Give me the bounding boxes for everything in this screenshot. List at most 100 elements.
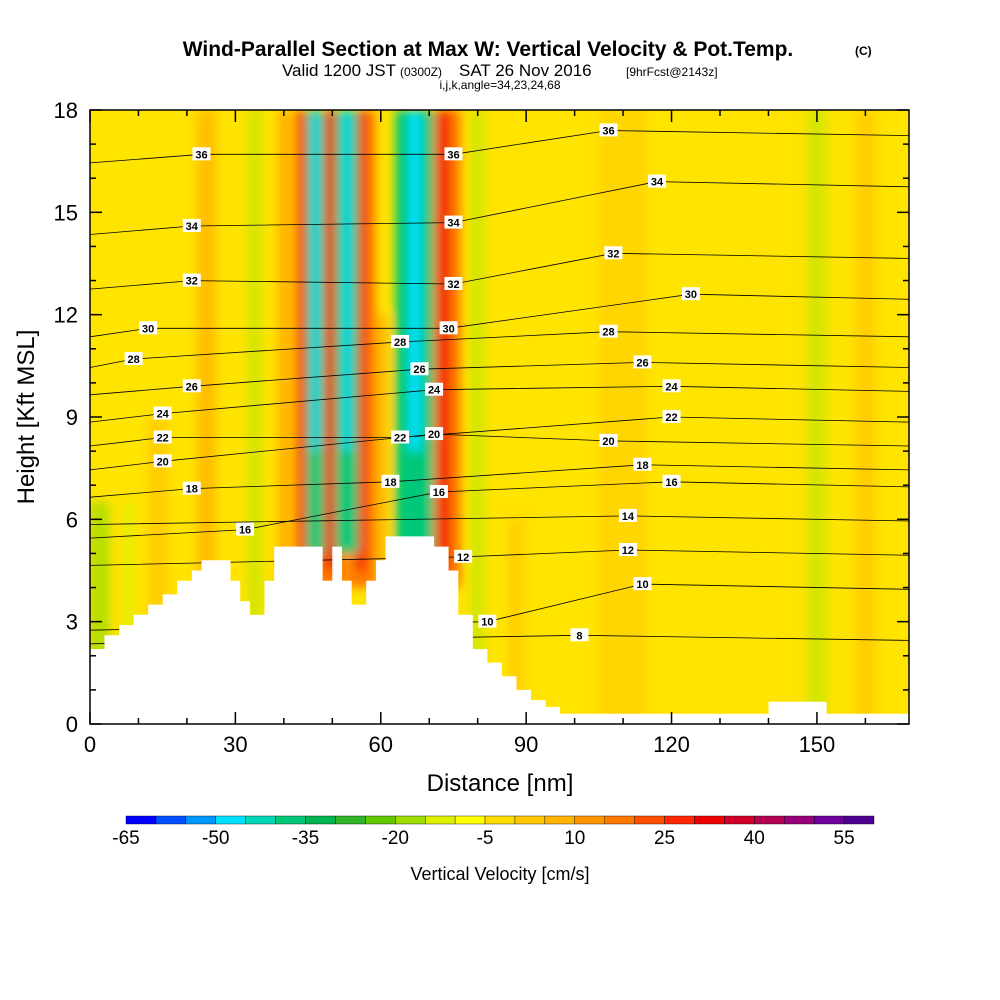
contour-label-19: 20 bbox=[425, 427, 444, 441]
x-tick-label-90: 90 bbox=[514, 732, 538, 757]
contour-label-1: 34 bbox=[182, 218, 201, 233]
svg-text:14: 14 bbox=[622, 511, 635, 523]
svg-text:28: 28 bbox=[394, 337, 406, 349]
colorbar-tick-25: 25 bbox=[654, 828, 675, 849]
colorbar-swatch-9 bbox=[395, 815, 426, 825]
chart-title: Wind-Parallel Section at Max W: Vertical… bbox=[183, 38, 794, 61]
svg-text:12: 12 bbox=[622, 545, 634, 557]
colorbar-tick-10: 10 bbox=[564, 828, 585, 849]
y-tick-label-9: 9 bbox=[66, 405, 78, 430]
svg-text:34: 34 bbox=[447, 218, 460, 230]
contour-label-13: 32 bbox=[444, 276, 463, 291]
svg-text:16: 16 bbox=[433, 487, 445, 499]
contour-label-33: 18 bbox=[633, 457, 652, 472]
colorbar-swatch-18 bbox=[664, 815, 695, 825]
colorbar-label: Vertical Velocity [cm/s] bbox=[410, 864, 589, 884]
svg-text:26: 26 bbox=[636, 357, 648, 369]
colorbar-swatch-5 bbox=[275, 815, 306, 825]
contour-label-2: 32 bbox=[182, 273, 201, 288]
contour-label-7: 22 bbox=[153, 430, 172, 444]
contour-label-38: 8 bbox=[570, 628, 589, 642]
terrain-mask bbox=[90, 536, 909, 724]
field-band-4 bbox=[247, 110, 263, 724]
contour-label-24: 36 bbox=[599, 123, 618, 137]
colorbar-swatch-24 bbox=[843, 815, 875, 825]
colorbar-tick--20: -20 bbox=[382, 828, 409, 849]
colorbar-swatch-0 bbox=[125, 815, 157, 825]
svg-text:28: 28 bbox=[127, 354, 139, 366]
colorbar-tick-40: 40 bbox=[744, 828, 765, 849]
svg-text:26: 26 bbox=[413, 364, 425, 376]
contour-label-22: 12 bbox=[454, 549, 473, 564]
contour-label-5: 26 bbox=[182, 379, 201, 393]
field-band-1 bbox=[123, 502, 134, 724]
contour-label-23: 10 bbox=[478, 614, 497, 629]
contour-label-9: 18 bbox=[182, 481, 201, 496]
contour-label-30: 24 bbox=[662, 379, 681, 393]
svg-text:20: 20 bbox=[428, 429, 440, 441]
svg-text:36: 36 bbox=[195, 149, 207, 161]
svg-text:22: 22 bbox=[157, 432, 169, 444]
downdraft-core-1 bbox=[343, 110, 351, 452]
svg-text:28: 28 bbox=[602, 327, 614, 339]
svg-text:10: 10 bbox=[481, 617, 493, 629]
svg-text:20: 20 bbox=[602, 436, 614, 448]
updraft-core-0 bbox=[300, 110, 307, 571]
colorbar-swatch-19 bbox=[694, 815, 725, 825]
updraft-core-3 bbox=[438, 110, 450, 571]
downdraft-core-2 bbox=[408, 110, 421, 452]
contour-label-17: 24 bbox=[425, 382, 444, 397]
updraft-core-1 bbox=[325, 110, 335, 571]
y-tick-label-15: 15 bbox=[54, 200, 78, 225]
colorbar-swatch-2 bbox=[185, 815, 216, 825]
colorbar-swatch-15 bbox=[574, 815, 605, 825]
contour-label-16: 26 bbox=[410, 362, 429, 376]
x-tick-label-120: 120 bbox=[653, 732, 690, 757]
contour-label-8: 20 bbox=[153, 454, 172, 468]
contour-label-14: 30 bbox=[439, 321, 458, 335]
y-tick-label-3: 3 bbox=[66, 610, 78, 635]
field-band-9 bbox=[598, 110, 648, 724]
svg-text:18: 18 bbox=[384, 477, 396, 489]
contour-label-4: 28 bbox=[124, 352, 143, 366]
forecast-label: [9hrFcst@2143z] bbox=[626, 65, 718, 79]
svg-text:18: 18 bbox=[186, 484, 198, 496]
contour-label-31: 22 bbox=[662, 410, 681, 424]
svg-text:34: 34 bbox=[651, 177, 664, 189]
colorbar-tick-55: 55 bbox=[834, 828, 855, 849]
svg-text:30: 30 bbox=[685, 289, 697, 301]
colorbar-tick--50: -50 bbox=[202, 828, 229, 849]
valid-time-label: Valid 1200 JST bbox=[282, 61, 396, 80]
colorbar-swatch-7 bbox=[335, 815, 366, 825]
svg-text:24: 24 bbox=[665, 381, 678, 393]
y-tick-label-12: 12 bbox=[54, 303, 78, 328]
field-band-5 bbox=[279, 110, 289, 724]
contour-label-37: 10 bbox=[633, 577, 652, 591]
updraft-core-2 bbox=[357, 110, 366, 571]
colorbar-swatch-1 bbox=[155, 815, 187, 825]
svg-text:30: 30 bbox=[442, 323, 454, 335]
x-tick-label-150: 150 bbox=[799, 732, 836, 757]
grid-indices-label: i,j,k,angle=34,23,24,68 bbox=[439, 78, 560, 92]
x-tick-label-60: 60 bbox=[369, 732, 393, 757]
contour-label-35: 14 bbox=[618, 508, 637, 523]
colorbar-swatch-16 bbox=[604, 815, 635, 825]
y-tick-label-6: 6 bbox=[66, 507, 78, 532]
contour-label-21: 16 bbox=[429, 485, 448, 499]
y-tick-label-18: 18 bbox=[54, 98, 78, 123]
contour-label-32: 20 bbox=[599, 433, 618, 448]
colorbar-swatch-23 bbox=[813, 815, 845, 825]
contour-label-26: 32 bbox=[604, 246, 623, 260]
contour-label-27: 30 bbox=[681, 287, 700, 301]
svg-text:34: 34 bbox=[186, 221, 199, 233]
colorbar-swatch-4 bbox=[245, 815, 276, 825]
colorbar-swatch-3 bbox=[215, 815, 246, 825]
svg-text:36: 36 bbox=[447, 149, 459, 161]
y-axis-label: Height [Kft MSL] bbox=[13, 330, 40, 505]
svg-text:32: 32 bbox=[186, 276, 198, 288]
svg-text:26: 26 bbox=[186, 381, 198, 393]
contour-label-25: 34 bbox=[648, 174, 666, 189]
x-tick-label-30: 30 bbox=[223, 732, 247, 757]
svg-text:36: 36 bbox=[602, 125, 614, 137]
